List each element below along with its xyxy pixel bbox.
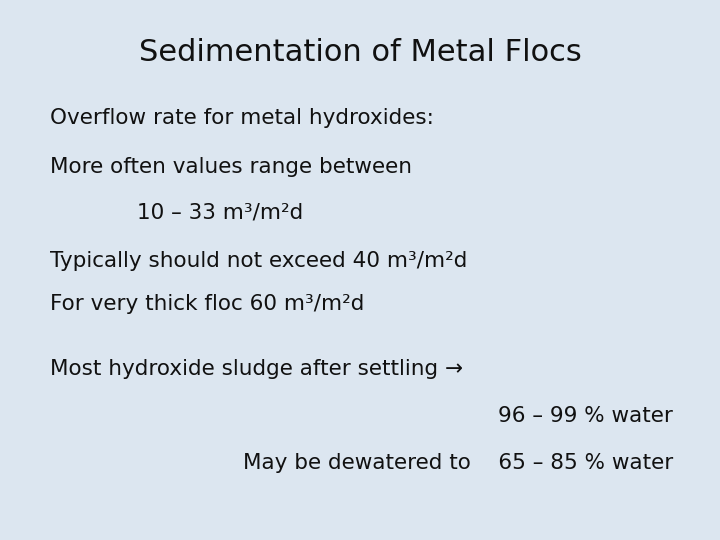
Text: More often values range between: More often values range between [50, 157, 413, 177]
Text: 96 – 99 % water: 96 – 99 % water [498, 406, 673, 426]
Text: For very thick floc 60 m³/m²d: For very thick floc 60 m³/m²d [50, 294, 365, 314]
Text: Typically should not exceed 40 m³/m²d: Typically should not exceed 40 m³/m²d [50, 251, 468, 271]
Text: Most hydroxide sludge after settling →: Most hydroxide sludge after settling → [50, 359, 464, 379]
Text: 10 – 33 m³/m²d: 10 – 33 m³/m²d [137, 202, 303, 222]
Text: Sedimentation of Metal Flocs: Sedimentation of Metal Flocs [139, 38, 581, 67]
Text: Overflow rate for metal hydroxides:: Overflow rate for metal hydroxides: [50, 108, 434, 128]
Text: May be dewatered to    65 – 85 % water: May be dewatered to 65 – 85 % water [243, 453, 673, 472]
